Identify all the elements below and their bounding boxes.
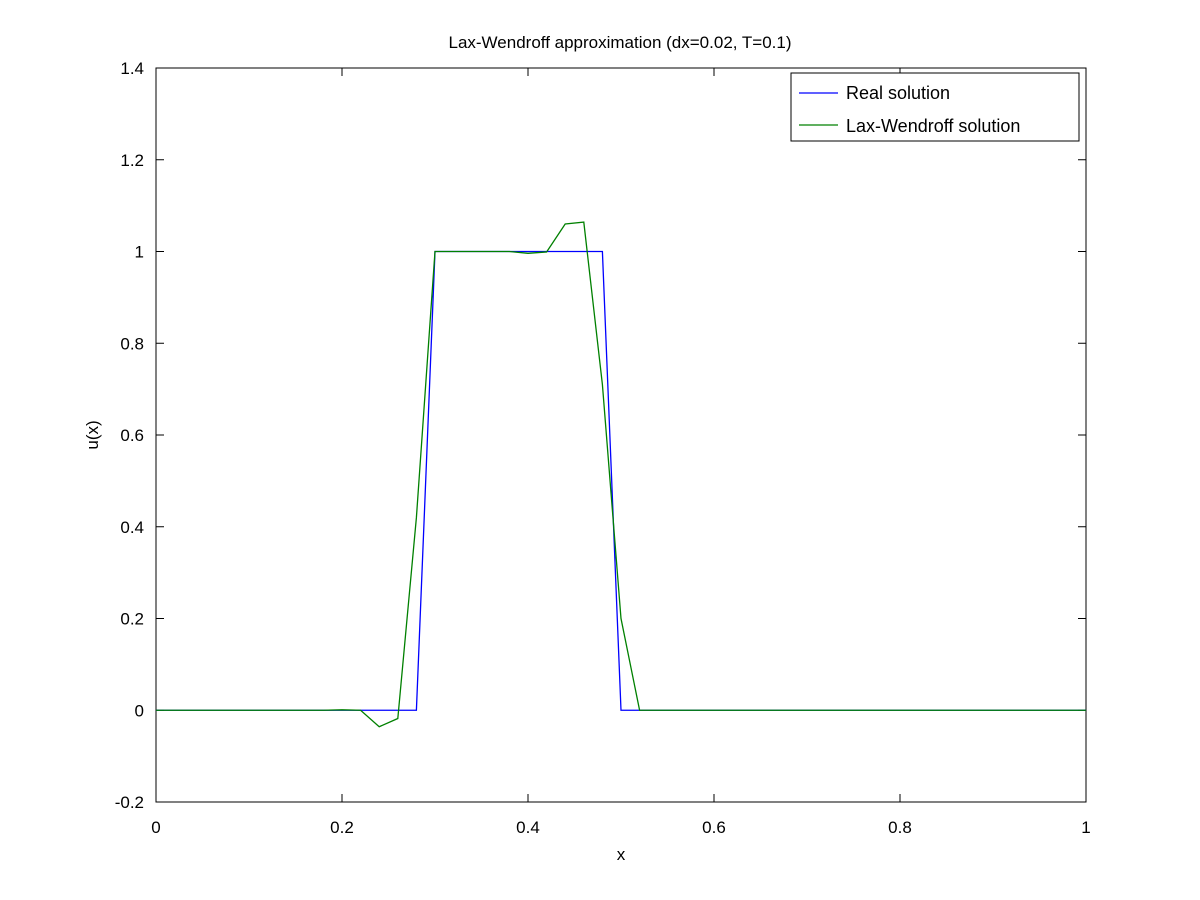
x-tick-label: 0 [151, 818, 160, 837]
legend-label-lax-wendroff-solution: Lax-Wendroff solution [846, 116, 1020, 136]
y-tick-label: -0.2 [115, 793, 144, 812]
y-tick-label: 0.6 [120, 426, 144, 445]
y-tick-label: 1.4 [120, 59, 144, 78]
y-tick-label: 0 [135, 701, 144, 720]
legend: Real solution Lax-Wendroff solution [790, 72, 1080, 142]
x-tick-label: 0.6 [702, 818, 726, 837]
y-axis-title: u(x) [83, 420, 102, 449]
x-tick-label: 0.2 [330, 818, 354, 837]
plot-area [155, 67, 1087, 803]
y-tick-label: 0.2 [120, 610, 144, 629]
series-lines [156, 221, 1086, 728]
x-tick-label: 0.8 [888, 818, 912, 837]
series-line-real-solution [156, 250, 1086, 711]
legend-label-real-solution: Real solution [846, 83, 950, 103]
y-tick-label: 1 [135, 243, 144, 262]
series-line-lax-wendroff-solution [156, 221, 1086, 728]
legend-box [790, 72, 1080, 142]
x-tick-label: 1 [1081, 818, 1090, 837]
chart-title: Lax-Wendroff approximation (dx=0.02, T=0… [448, 33, 791, 52]
y-tick-label: 0.4 [120, 518, 144, 537]
x-tick-label: 0.4 [516, 818, 540, 837]
y-tick-label: 0.8 [120, 334, 144, 353]
x-axis-title: x [617, 845, 626, 864]
axis-ticks: 0 0.2 0.4 0.6 0.8 1 -0.2 0 0.2 0.4 0.6 0.8 1 1.2 1.4 [115, 59, 1091, 837]
y-tick-label: 1.2 [120, 151, 144, 170]
